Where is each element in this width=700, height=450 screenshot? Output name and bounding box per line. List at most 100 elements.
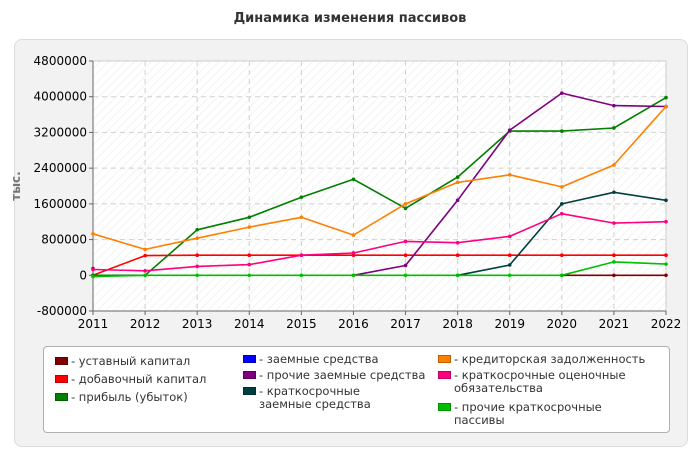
data-point [664,198,668,203]
legend-swatch [55,393,68,401]
legend-swatch [55,357,68,365]
data-point [403,239,408,244]
data-point [664,273,668,278]
y-tick-label: 1600000 [34,197,87,211]
y-axis-label: тыс. [9,171,23,200]
legend-label: - добавочный капитал [71,372,207,386]
data-point [195,253,199,257]
data-point [299,195,304,199]
data-point [507,128,512,132]
data-point [507,263,512,267]
x-axis: 2011 2012 2013 2014 2015 2016 2017 2018 2019 2020… [78,310,682,331]
data-point [664,95,668,100]
data-point [507,273,512,278]
series-line [93,96,667,277]
legend-item-kreditorskaya[interactable]: - кредиторская задолженность [438,353,645,366]
x-tick-label: 2012 [130,317,161,331]
data-point [560,91,564,95]
data-point [247,225,252,229]
legend-label: - прочие краткосрочные пассивы [454,400,602,427]
data-point [403,202,408,206]
legend-item-pribyl[interactable]: - прибыль (убыток) [55,391,188,404]
legend-label: - кредиторская задолженность [454,352,646,366]
data-point [91,274,95,279]
legend-swatch [438,371,451,379]
y-tick-label: 800000 [41,233,87,247]
data-point [455,253,460,257]
data-point [195,273,199,278]
data-point [195,227,199,232]
legend-label: - прибыль (убыток) [71,390,188,404]
data-point [403,273,408,278]
data-point [612,163,616,167]
data-point [455,180,460,185]
data-point [143,253,147,258]
data-point [560,202,564,206]
data-point [195,236,199,241]
legend-label: - заемные средства [259,352,379,366]
legend-swatch [55,375,68,383]
legend-item-prochie-zaemnye[interactable]: - прочие заемные средства [243,369,425,382]
legend-item-kratkosrochnye-zaemnye[interactable]: - краткосрочные заемные средства [243,385,413,411]
legend-swatch [243,355,256,363]
legend-label: - краткосрочные заемные средства [259,384,371,411]
data-point [612,273,616,278]
data-point [351,177,356,182]
data-point [299,273,304,278]
x-tick-label: 2022 [651,317,682,331]
legend-label: - уставный капитал [71,354,191,368]
legend-label: - краткосрочные оценочные обязательства [454,368,626,395]
data-point [299,253,304,257]
data-point [507,253,512,257]
legend-swatch [243,387,256,395]
y-tick-label: 3200000 [34,125,87,139]
legend-swatch [243,371,256,379]
data-point [403,263,408,268]
y-tick-label: 2400000 [34,161,87,175]
legend-item-prochie-kratkosrochnye[interactable]: - прочие краткосрочные пассивы [438,401,638,427]
x-tick-label: 2020 [547,317,578,331]
y-tick-label: 4800000 [34,54,87,68]
legend-item-otsenochnye[interactable]: - краткосрочные оценочные обязательства [438,369,653,395]
data-point [455,175,460,179]
data-point [560,273,564,278]
legend-label: - прочие заемные средства [259,368,426,382]
series-8 [91,260,668,279]
chart-legend: - уставный капитал - добавочный капитал … [43,346,670,433]
data-point [455,198,460,203]
x-tick-label: 2016 [338,317,369,331]
legend-item-zaemnye-sredstva[interactable]: - заемные средства [243,353,379,366]
data-point [664,219,668,224]
x-tick-label: 2017 [390,317,421,331]
legend-item-dobavochny-kapital[interactable]: - добавочный капитал [55,373,206,386]
series-7 [91,211,668,273]
data-point [664,262,668,266]
data-point [91,267,95,272]
data-point [299,215,304,220]
series-5 [455,190,668,278]
x-tick-label: 2013 [182,317,213,331]
y-axis: 4800000 4000000 3200000 2400000 1600000 80000… [34,54,94,318]
data-point [247,262,252,267]
data-point [560,211,564,216]
data-point [664,104,668,109]
series-lines [91,91,668,279]
data-point [247,273,252,278]
data-point [195,264,199,269]
series-line [92,105,667,251]
data-point [247,253,252,257]
data-point [664,253,668,257]
data-point [455,273,460,278]
series-line [92,212,667,272]
data-point [560,185,564,189]
series-line [92,254,666,277]
data-point [403,206,408,211]
data-point [143,247,147,252]
series-line [92,261,667,278]
legend-item-ustavny-kapital[interactable]: - уставный капитал [55,355,190,368]
data-point [91,231,95,236]
data-point [560,253,564,257]
data-point [351,251,356,255]
data-point [247,215,252,220]
